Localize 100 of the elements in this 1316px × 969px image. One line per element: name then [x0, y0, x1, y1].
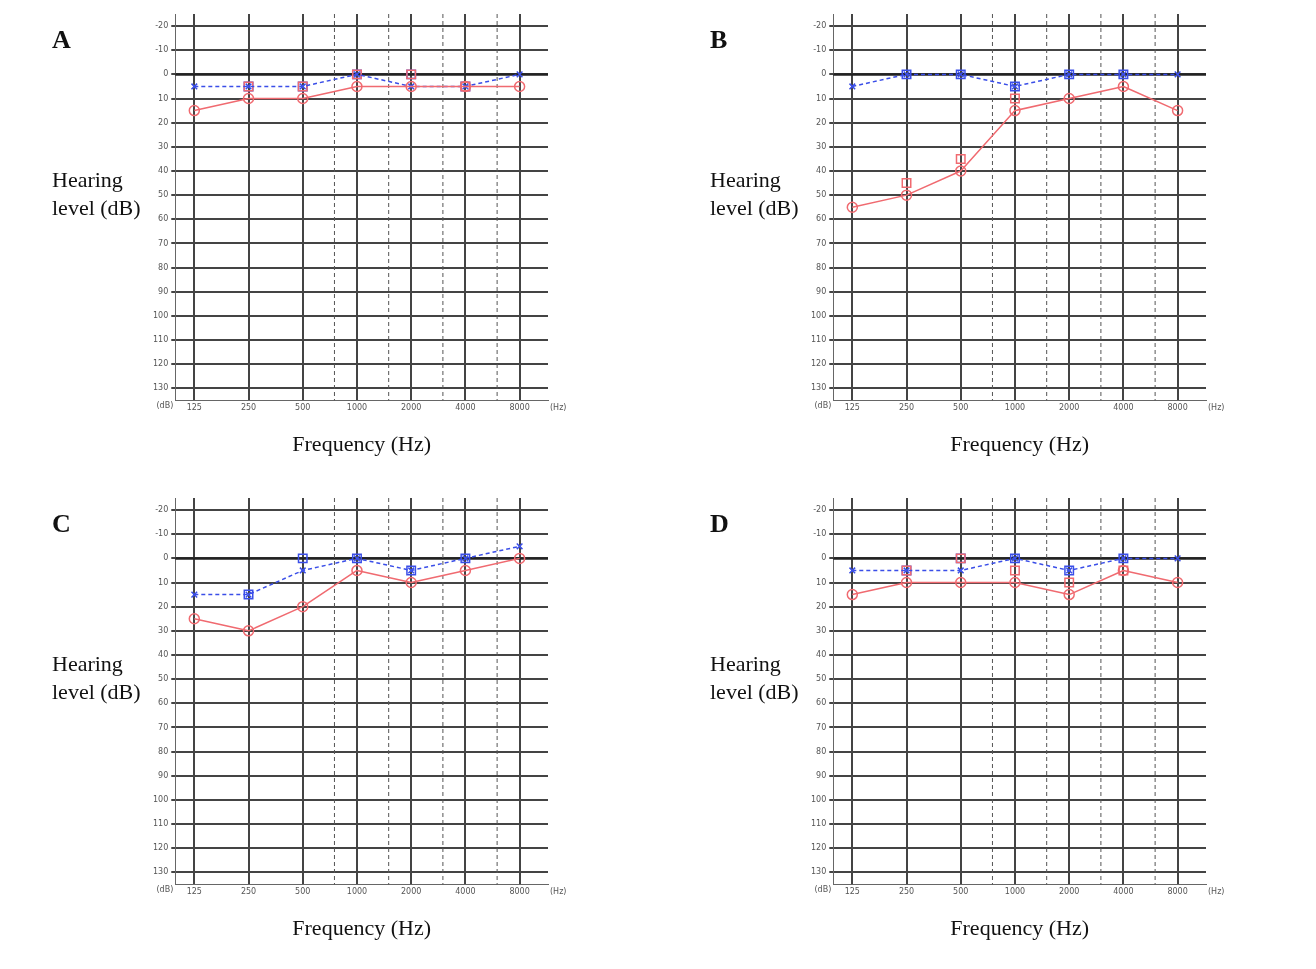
y-tick-label: 120 [810, 843, 827, 853]
y-tick-label: 80 [816, 746, 827, 756]
y-tick-label: 110 [152, 819, 169, 829]
y-tick-label: 0 [821, 69, 827, 79]
x-tick-label: 500 [953, 887, 969, 897]
x-tick-label: 500 [295, 403, 311, 413]
y-tick-label: 130 [810, 383, 827, 393]
chart-title: B [710, 24, 728, 54]
chart-title: C [52, 508, 71, 538]
y-tick-label: -10 [155, 529, 169, 539]
y-tick-label: -20 [813, 21, 827, 31]
x-tick-label: 1000 [346, 887, 368, 897]
y-tick-label: 90 [816, 286, 827, 296]
y-tick-label: 70 [816, 238, 827, 248]
y-tick-label: 50 [816, 190, 827, 200]
y-tick-label: 40 [816, 166, 827, 176]
y-tick-label: 50 [816, 674, 827, 684]
y-tick-label: 60 [816, 214, 827, 224]
y-tick-label: 60 [158, 214, 169, 224]
text: (dB) [156, 885, 174, 895]
x-axis-title: Frequency (Hz) [950, 915, 1089, 941]
x-tick-label: 250 [240, 403, 257, 413]
x-tick-label: 1000 [1004, 887, 1026, 897]
y-tick-label: 0 [821, 553, 827, 563]
y-tick-label: 20 [158, 601, 169, 611]
x-tick-label: 2000 [401, 403, 422, 413]
y-tick-label: 30 [158, 625, 169, 635]
text: (dB) [814, 401, 832, 411]
y-tick-label: 30 [816, 625, 827, 635]
x-tick-label: 250 [898, 403, 915, 413]
x-tick-label: 8000 [509, 887, 530, 897]
y-tick-label: 30 [816, 141, 827, 151]
x-tick-label: 2000 [1059, 403, 1080, 413]
y-tick-label: -20 [155, 505, 169, 515]
x-tick-label: 2000 [401, 887, 422, 897]
y-tick-label: -20 [155, 21, 169, 31]
x-tick-label: 1000 [1004, 403, 1026, 413]
x-tick-label: 125 [844, 887, 860, 897]
y-tick-label: 20 [158, 117, 169, 127]
x-tick-label: 4000 [455, 403, 476, 413]
y-tick-label: -10 [813, 529, 827, 539]
y-tick-label: 130 [152, 383, 169, 393]
y-axis-title: Hearing level (dB) [52, 650, 141, 704]
x-tick-label: 500 [953, 403, 969, 413]
x-tick-label: 500 [295, 887, 311, 897]
y-tick-label: 0 [163, 69, 169, 79]
y-tick-label: 110 [810, 819, 827, 829]
x-tick-label: 250 [240, 887, 257, 897]
x-axis-title: Frequency (Hz) [950, 431, 1089, 457]
y-tick-label: 120 [810, 359, 827, 369]
y-tick-label: 120 [152, 843, 169, 853]
y-tick-label: 100 [152, 310, 169, 320]
x-tick-label: 125 [186, 887, 202, 897]
x-tick-label: 8000 [1167, 403, 1188, 413]
chart-title: D [710, 508, 729, 538]
y-axis-title: Hearing level (dB) [710, 650, 799, 704]
x-axis-title: Frequency (Hz) [292, 431, 431, 457]
y-tick-label: 80 [816, 262, 827, 272]
y-tick-label: 130 [152, 867, 169, 877]
x-tick-label: 4000 [455, 887, 476, 897]
y-tick-label: 110 [810, 335, 827, 345]
text: (Hz) [550, 887, 567, 897]
y-tick-label: 10 [816, 577, 827, 587]
x-tick-label: 2000 [1059, 887, 1080, 897]
y-tick-label: 10 [158, 577, 169, 587]
y-tick-label: 30 [158, 141, 169, 151]
y-tick-label: 110 [152, 335, 169, 345]
y-tick-label: 60 [158, 698, 169, 708]
y-tick-label: 100 [810, 794, 827, 804]
y-tick-label: 120 [152, 359, 169, 369]
y-tick-label: 70 [158, 238, 169, 248]
y-tick-label: 10 [816, 93, 827, 103]
text: (Hz) [550, 403, 567, 413]
y-axis-title: Hearing level (dB) [710, 166, 799, 220]
y-tick-label: 50 [158, 674, 169, 684]
y-tick-label: 0 [163, 553, 169, 563]
text: (Hz) [1208, 403, 1225, 413]
y-tick-label: 70 [158, 722, 169, 732]
y-tick-label: 20 [816, 117, 827, 127]
y-tick-label: 40 [158, 650, 169, 660]
x-axis-title: Frequency (Hz) [292, 915, 431, 941]
text: (dB) [156, 401, 174, 411]
y-tick-label: 50 [158, 190, 169, 200]
x-tick-label: 250 [898, 887, 915, 897]
chart-title: A [52, 24, 71, 54]
y-tick-label: 10 [158, 93, 169, 103]
y-tick-label: 70 [816, 722, 827, 732]
y-axis-title: Hearing level (dB) [52, 166, 141, 220]
x-tick-label: 8000 [509, 403, 530, 413]
y-tick-label: 20 [816, 601, 827, 611]
x-tick-label: 125 [186, 403, 202, 413]
y-tick-label: 90 [158, 770, 169, 780]
x-tick-label: 4000 [1113, 887, 1134, 897]
y-tick-label: 90 [816, 770, 827, 780]
y-tick-label: 130 [810, 867, 827, 877]
x-tick-label: 4000 [1113, 403, 1134, 413]
text: (dB) [814, 885, 832, 895]
y-tick-label: 100 [810, 310, 827, 320]
y-tick-label: 80 [158, 746, 169, 756]
y-tick-label: 100 [152, 794, 169, 804]
